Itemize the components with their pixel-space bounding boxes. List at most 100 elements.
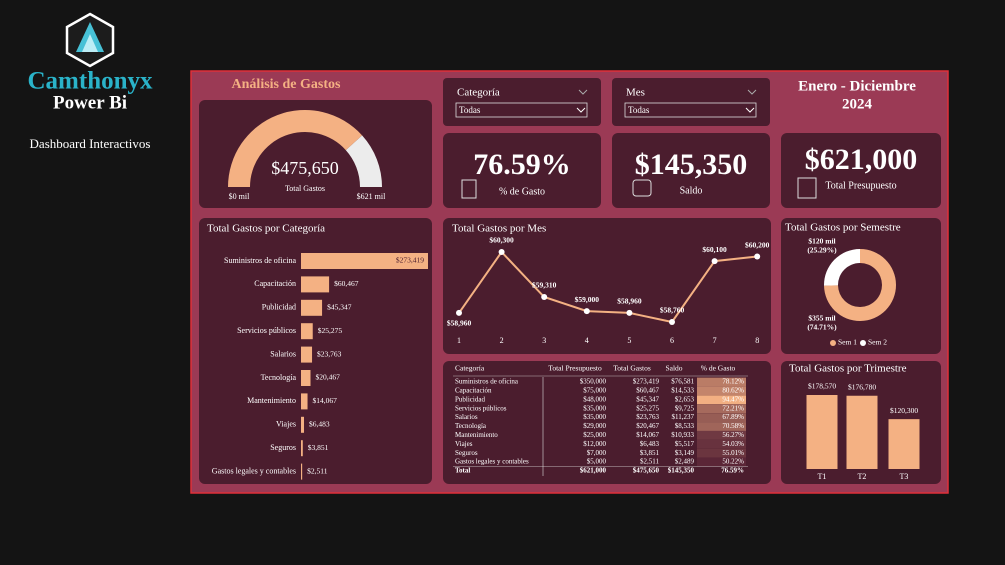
table-cell: $35,000 — [583, 413, 606, 421]
bar — [301, 416, 305, 433]
cell-shade — [697, 457, 746, 467]
bar — [301, 393, 308, 410]
table-cell: $29,000 — [583, 422, 606, 430]
slicer[interactable]: Categoría Todas — [455, 87, 588, 118]
chevron — [747, 89, 757, 95]
category-label: Mantenimiento — [247, 396, 296, 405]
table: Categoría Total Presupuesto Total Gastos Sa… — [453, 364, 748, 476]
legend-swatch — [830, 340, 836, 346]
value-label: $60,200 — [745, 240, 770, 249]
category-label: Suministros de oficina — [224, 256, 296, 265]
chart-title: Total Gastos por Mes — [452, 223, 546, 235]
value-label: $178,570 — [808, 382, 836, 391]
table-header: % de Gasto — [701, 364, 736, 373]
chevron — [576, 107, 586, 113]
table-cell: $145,350 — [668, 467, 695, 475]
table-cell: $75,000 — [583, 387, 606, 395]
table-cell: $273,419 — [633, 378, 660, 386]
table-cell: 50.22% — [722, 458, 744, 466]
category-label: Servicios públicos — [237, 326, 296, 335]
dashboard-title: Análisis de Gastos — [232, 77, 341, 92]
table-cell: $14,067 — [636, 431, 659, 439]
table-cell: Capacitación — [455, 387, 492, 395]
table-cell: $3,149 — [675, 449, 695, 457]
brand-name: Camthonyx — [27, 68, 153, 95]
table-cell: Publicidad — [455, 395, 485, 403]
chart-title: Total Gastos por Categoría — [207, 223, 325, 235]
value-label: (25.29%) — [807, 246, 837, 255]
table-cell: $5,000 — [587, 458, 607, 466]
table-cell: 54.03% — [722, 440, 744, 448]
point — [711, 258, 718, 265]
kpi-icon — [797, 177, 817, 199]
table-cell: $48,000 — [583, 395, 606, 403]
slicer[interactable]: Mes Todas — [624, 87, 757, 118]
x-tick-label: 8 — [755, 336, 759, 345]
table-cell: Servicios públicos — [455, 404, 507, 412]
value-label: $58,960 — [617, 297, 642, 306]
value-label: (74.71%) — [807, 323, 837, 332]
cell-shade — [697, 448, 746, 458]
bar — [301, 463, 303, 480]
kpi-card — [443, 133, 601, 208]
cell-shade — [697, 386, 746, 396]
x-tick-label: 4 — [585, 336, 589, 345]
kpi-value: 76.59% — [473, 148, 571, 181]
point — [456, 309, 462, 316]
chevron — [578, 89, 588, 95]
table-cell: Mantenimiento — [455, 431, 498, 439]
table-cell: Viajes — [455, 440, 473, 448]
value-label: $59,310 — [532, 281, 557, 290]
value-label: $23,763 — [317, 349, 342, 358]
period: Enero - Diciembre — [798, 78, 916, 94]
x-tick-label: 5 — [627, 336, 631, 345]
value-label: $59,000 — [575, 295, 600, 304]
dropdown[interactable] — [455, 102, 588, 118]
x-tick-label: 6 — [670, 336, 674, 345]
table-cell: 56.27% — [722, 431, 744, 439]
table-cell: 70.58% — [722, 422, 744, 430]
kpi-card — [781, 133, 941, 208]
semester-card — [781, 218, 941, 354]
x-tick-label: 3 — [542, 336, 546, 345]
table-cell: $11,237 — [672, 413, 695, 421]
cell-shade — [697, 395, 746, 405]
category-card — [199, 218, 432, 484]
kpi-value: $621,000 — [805, 143, 918, 176]
value-label: $3,851 — [308, 443, 329, 452]
slicer-value: Todas — [459, 105, 481, 115]
value-label: $25,275 — [318, 326, 343, 335]
value-label: $60,100 — [702, 245, 727, 254]
table-header: Total Gastos — [613, 364, 651, 373]
value-label: $58,960 — [447, 319, 472, 328]
x-tick-label: 1 — [457, 336, 461, 345]
table-cell: $76,581 — [671, 378, 694, 386]
slicer-card — [612, 78, 770, 126]
value-label: $20,467 — [316, 373, 341, 382]
table-cell: $25,000 — [583, 431, 606, 439]
table-cell: $45,347 — [636, 395, 659, 403]
value-label: $58,760 — [660, 306, 685, 315]
chart-title: Total Gastos por Semestre — [785, 222, 901, 234]
slicer-label: Mes — [626, 87, 645, 99]
slicer-card — [443, 78, 601, 126]
legend-swatch — [860, 340, 866, 346]
value-label: $60,467 — [334, 279, 359, 288]
table-card — [443, 361, 771, 484]
category-label: Capacitación — [254, 279, 296, 288]
bar — [806, 395, 838, 469]
cell-shade — [697, 431, 746, 440]
kpi-value: $145,350 — [635, 148, 748, 181]
x-tick-label: T2 — [858, 472, 867, 481]
table-cell: $8,533 — [675, 422, 695, 430]
line — [458, 250, 758, 324]
kpi-icon — [632, 179, 652, 197]
dropdown[interactable] — [624, 102, 757, 118]
logo — [65, 12, 115, 68]
point — [583, 308, 590, 315]
value-label: $120,300 — [890, 406, 918, 415]
gauge-value-arc — [228, 110, 363, 187]
table-cell: $2,511 — [640, 458, 659, 466]
x-tick-label: T1 — [818, 472, 827, 481]
